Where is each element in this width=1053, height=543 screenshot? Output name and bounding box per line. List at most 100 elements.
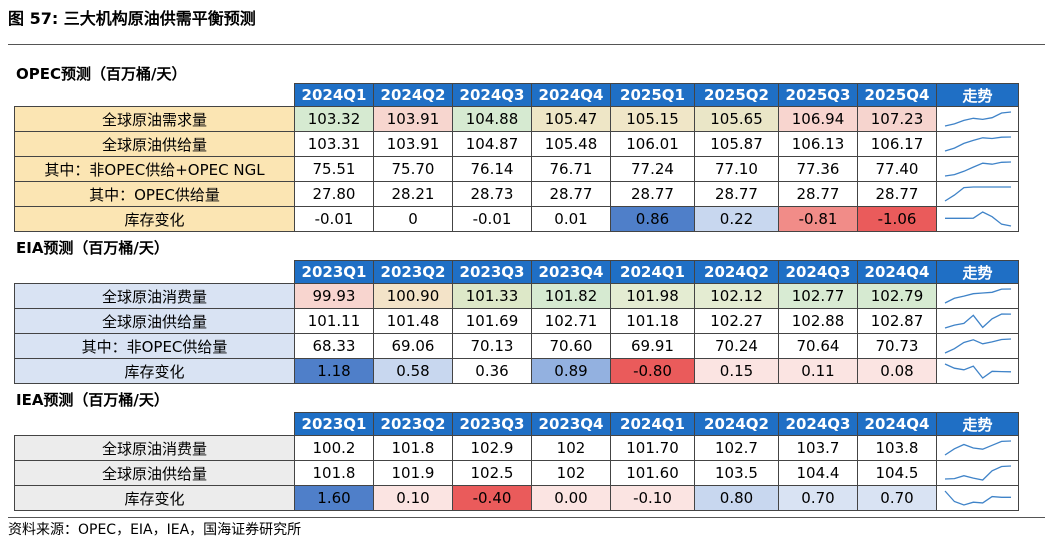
value-cell: 102.7 xyxy=(694,435,779,461)
quarter-header: 2024Q3 xyxy=(452,83,532,107)
value-cell: -0.01 xyxy=(452,206,532,232)
value-cell: 68.33 xyxy=(294,333,374,359)
table-row: 其中：OPEC供给量 27.80 28.21 28.73 28.77 28.77 28.77… xyxy=(14,181,1019,207)
row-label: 其中：OPEC供给量 xyxy=(14,181,295,207)
quarter-header: 2023Q2 xyxy=(373,412,453,436)
quarter-header: 2024Q2 xyxy=(373,83,453,107)
value-cell: 28.77 xyxy=(694,181,779,207)
value-cell: 102.77 xyxy=(778,283,858,309)
value-cell: 75.51 xyxy=(294,156,374,182)
sparkline-path xyxy=(944,161,1011,177)
row-label: 库存变化 xyxy=(14,358,295,384)
value-cell: 100.2 xyxy=(294,435,374,461)
sparkline-path xyxy=(944,338,1011,354)
value-cell: 69.06 xyxy=(373,333,453,359)
value-cell: 105.48 xyxy=(531,131,611,157)
trend-header: 走势 xyxy=(936,83,1019,107)
table-row: 其中：非OPEC供给+OPEC NGL 75.51 75.70 76.14 76.71 7… xyxy=(14,156,1019,182)
value-cell: 0.00 xyxy=(531,485,611,511)
value-cell: 102.12 xyxy=(694,283,779,309)
quarter-header: 2024Q4 xyxy=(857,412,937,436)
value-cell: 70.24 xyxy=(694,333,779,359)
trend-header: 走势 xyxy=(936,412,1019,436)
trend-sparkline xyxy=(944,363,1011,379)
row-label: 库存变化 xyxy=(14,485,295,511)
row-label: 库存变化 xyxy=(14,206,295,232)
value-cell: 103.31 xyxy=(294,131,374,157)
value-cell: -0.40 xyxy=(452,485,532,511)
value-cell: 0 xyxy=(373,206,453,232)
table-row: 全球原油供给量 101.8 101.9 102.5 102 101.60 103.5 104.… xyxy=(14,460,1019,486)
quarter-header: 2024Q4 xyxy=(531,83,611,107)
trend-sparkline xyxy=(944,161,1011,177)
table-row: 全球原油供给量 103.31 103.91 104.87 105.48 106.01 105… xyxy=(14,131,1019,157)
row-label: 全球原油供给量 xyxy=(14,308,295,334)
value-cell: 77.40 xyxy=(857,156,937,182)
row-label: 全球原油供给量 xyxy=(14,131,295,157)
value-cell: 28.77 xyxy=(778,181,858,207)
quarter-header: 2023Q4 xyxy=(531,260,611,284)
value-cell: 106.13 xyxy=(778,131,858,157)
quarter-header: 2024Q3 xyxy=(778,412,858,436)
value-cell: 102.79 xyxy=(857,283,937,309)
value-cell: 0.58 xyxy=(373,358,453,384)
value-cell: 76.14 xyxy=(452,156,532,182)
value-cell: 0.89 xyxy=(531,358,611,384)
value-cell: -0.80 xyxy=(610,358,695,384)
value-cell: 0.11 xyxy=(778,358,858,384)
bottom-rule xyxy=(8,517,1045,518)
trend-sparkline xyxy=(944,338,1011,354)
eia-section-title: EIA预测（百万桶/天） xyxy=(16,239,169,257)
quarter-header: 2023Q2 xyxy=(373,260,453,284)
value-cell: 28.73 xyxy=(452,181,532,207)
quarter-header: 2024Q3 xyxy=(778,260,858,284)
table-row: 全球原油供给量 101.11 101.48 101.69 102.71 101.18 102… xyxy=(14,308,1019,334)
quarter-header: 2023Q1 xyxy=(294,412,374,436)
value-cell: 69.91 xyxy=(610,333,695,359)
trend-cell xyxy=(936,106,1019,132)
quarter-header: 2025Q4 xyxy=(857,83,937,107)
quarter-header: 2025Q1 xyxy=(610,83,695,107)
value-cell: 105.47 xyxy=(531,106,611,132)
value-cell: 28.21 xyxy=(373,181,453,207)
value-cell: 70.64 xyxy=(778,333,858,359)
quarter-header: 2023Q3 xyxy=(452,260,532,284)
value-cell: 101.98 xyxy=(610,283,695,309)
table-row: 其中：非OPEC供给量 68.33 69.06 70.13 70.60 69.91 70.2… xyxy=(14,333,1019,359)
trend-cell xyxy=(936,131,1019,157)
trend-cell xyxy=(936,358,1019,384)
value-cell: 99.93 xyxy=(294,283,374,309)
trend-cell xyxy=(936,485,1019,511)
value-cell: -1.06 xyxy=(857,206,937,232)
row-label: 其中：非OPEC供给量 xyxy=(14,333,295,359)
value-cell: 70.73 xyxy=(857,333,937,359)
row-label: 全球原油需求量 xyxy=(14,106,295,132)
value-cell: 0.86 xyxy=(610,206,695,232)
quarter-header: 2024Q2 xyxy=(694,412,779,436)
quarter-header: 2023Q1 xyxy=(294,260,374,284)
value-cell: 101.8 xyxy=(373,435,453,461)
value-cell: 100.90 xyxy=(373,283,453,309)
value-cell: 104.88 xyxy=(452,106,532,132)
sparkline-path xyxy=(944,363,1011,379)
table-row: 库存变化 1.18 0.58 0.36 0.89 -0.80 0.15 0.11 0.08 xyxy=(14,358,1019,384)
sparkline-path xyxy=(944,186,1011,202)
value-cell: 0.70 xyxy=(857,485,937,511)
trend-sparkline xyxy=(944,440,1011,456)
value-cell: 77.24 xyxy=(610,156,695,182)
value-cell: 0.01 xyxy=(531,206,611,232)
value-cell: 0.80 xyxy=(694,485,779,511)
value-cell: 101.48 xyxy=(373,308,453,334)
trend-cell xyxy=(936,156,1019,182)
value-cell: 101.33 xyxy=(452,283,532,309)
row-label: 全球原油消费量 xyxy=(14,283,295,309)
trend-cell xyxy=(936,333,1019,359)
value-cell: 103.8 xyxy=(857,435,937,461)
value-cell: 77.10 xyxy=(694,156,779,182)
value-cell: 0.70 xyxy=(778,485,858,511)
eia-forecast-table: 2023Q1 2023Q2 2023Q3 2023Q4 2024Q1 2024Q2 2024… xyxy=(14,260,1019,384)
value-cell: 70.60 xyxy=(531,333,611,359)
opec-section-title: OPEC预测（百万桶/天） xyxy=(16,65,187,83)
quarter-header: 2025Q3 xyxy=(778,83,858,107)
value-cell: 103.5 xyxy=(694,460,779,486)
